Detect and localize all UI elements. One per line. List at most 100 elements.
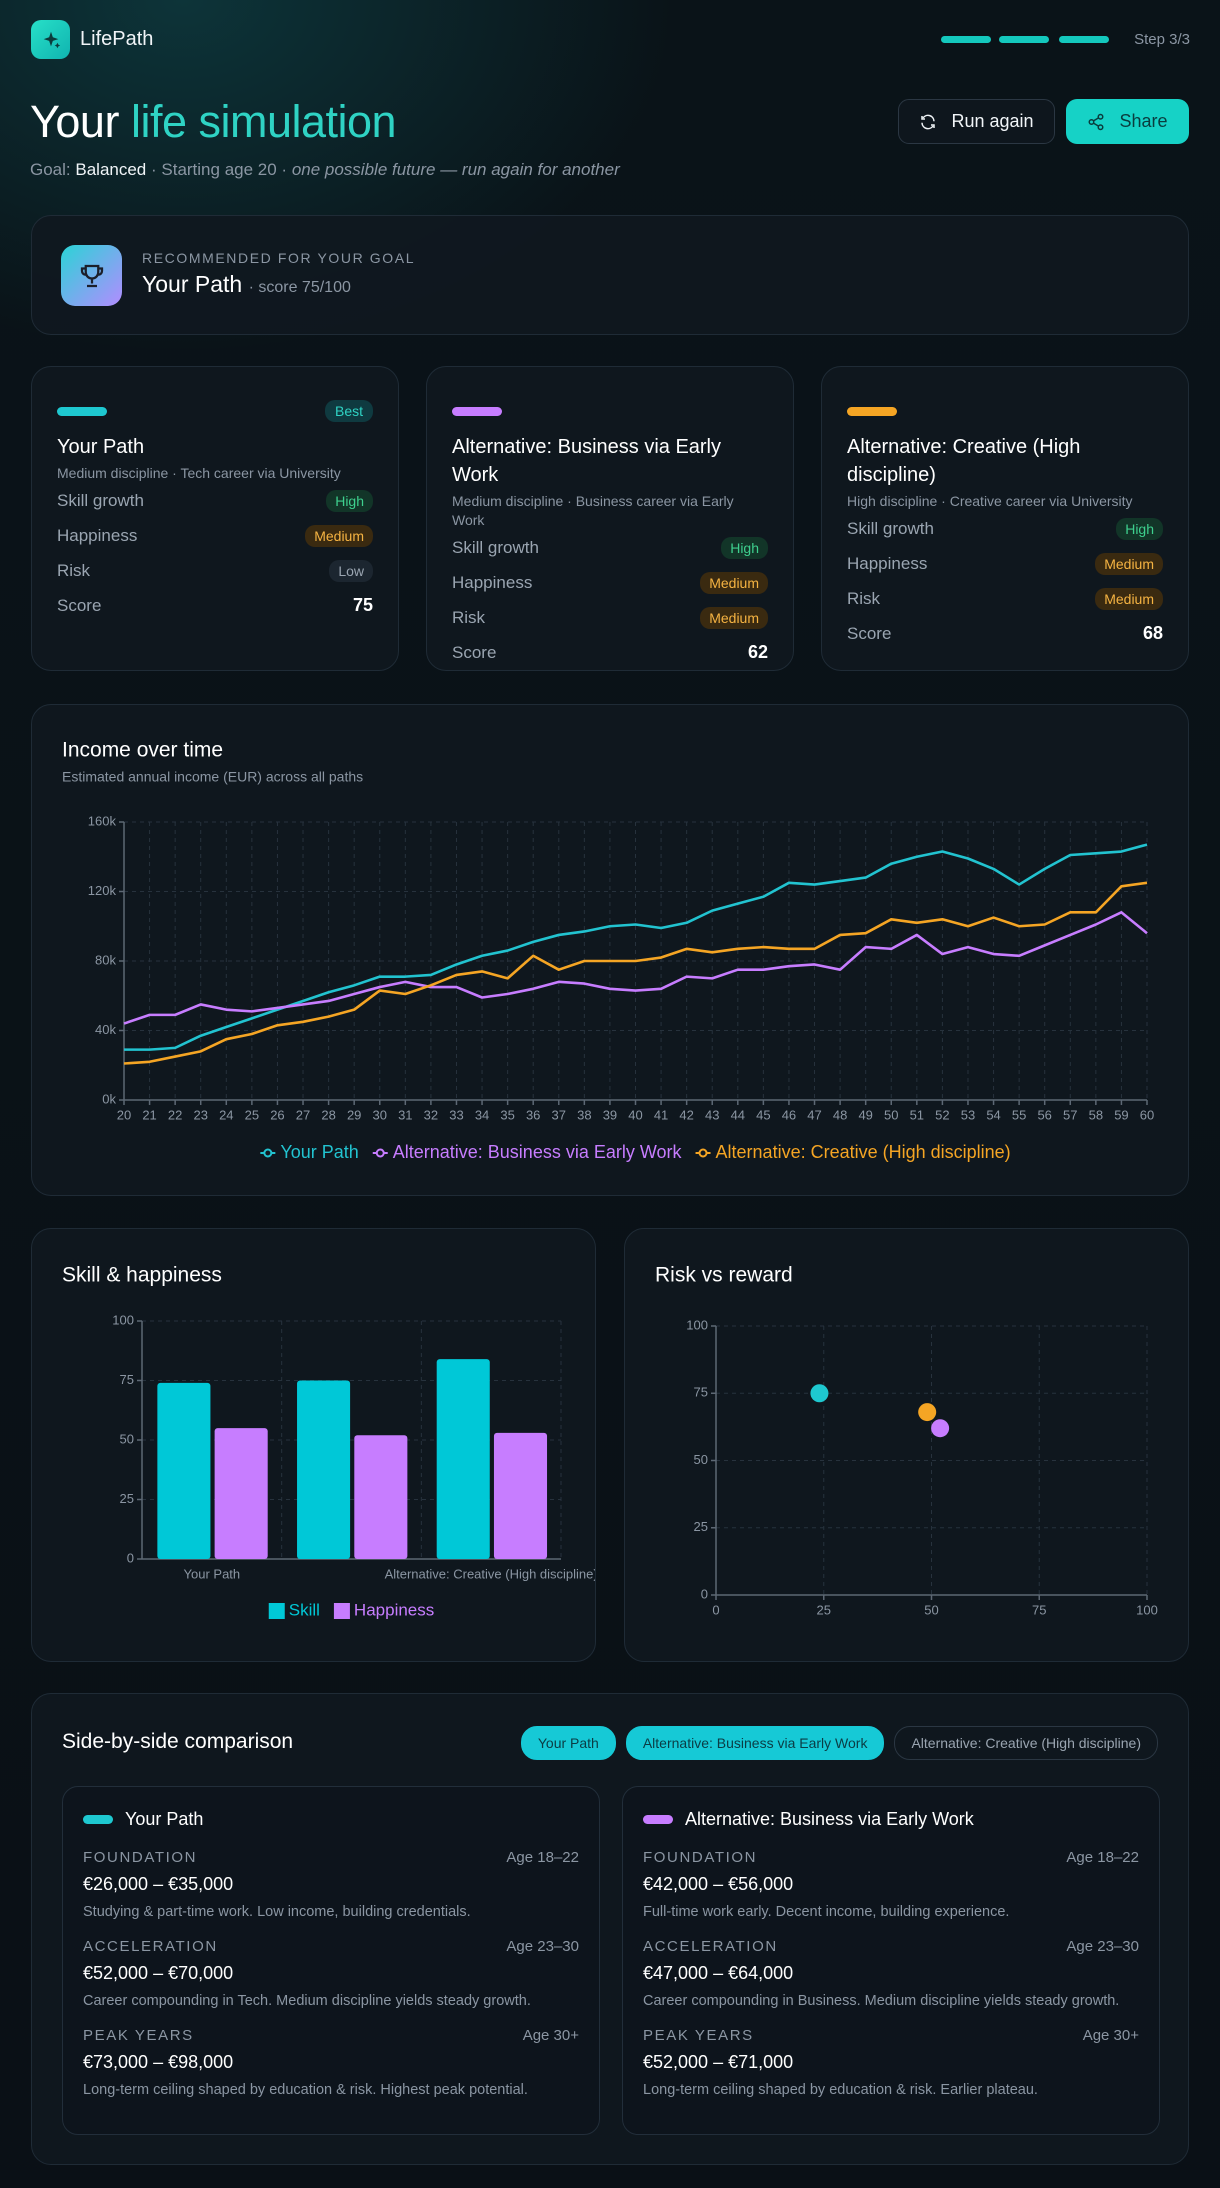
title-prefix: Your: [30, 96, 119, 147]
x-tick-label: 30: [373, 1107, 387, 1122]
legend: Skill Happiness: [268, 1600, 434, 1619]
phase-label: FOUNDATION: [643, 1849, 758, 1866]
phase-description: Career compounding in Tech. Medium disci…: [83, 1993, 531, 2009]
metric-badge: Medium: [1095, 587, 1163, 610]
share-button[interactable]: Share: [1066, 99, 1189, 144]
goal-note: one possible future — run again for anot…: [291, 160, 620, 179]
share-label: Share: [1119, 111, 1168, 131]
comparison-title: Side-by-side comparison: [62, 1730, 294, 1753]
phase-ages: Age 23–30: [506, 1938, 579, 1955]
x-tick-label: 32: [424, 1107, 438, 1122]
x-tick-label: 34: [475, 1107, 489, 1122]
metric-label: Happiness: [57, 525, 138, 545]
x-tick-label: 59: [1114, 1107, 1128, 1122]
legend-label: Alternative: Creative (High discipline): [716, 1142, 1011, 1162]
phase-label: FOUNDATION: [83, 1849, 198, 1866]
x-tick-label: 25: [245, 1107, 259, 1122]
comparison-path-name: Your Path: [125, 1808, 204, 1829]
metric-label: Skill growth: [847, 518, 934, 538]
phase-range: €73,000 – €98,000: [83, 2052, 234, 2072]
income-line: [123, 881, 1148, 1065]
comparison-tab[interactable]: Your Path: [520, 1726, 616, 1760]
x-tick-label: 26: [270, 1107, 284, 1122]
metric-badge: Medium: [700, 606, 768, 629]
x-tick-label: 49: [858, 1107, 872, 1122]
skill-chart: Skill & happiness 0 25 50 75 100 Your Path Alte…: [62, 1264, 598, 1620]
path-card: Alternative: Creative (High discipline) H…: [821, 366, 1189, 671]
comparison-tab[interactable]: Alternative: Creative (High discipline): [894, 1726, 1158, 1760]
metric-row: Happiness Medium: [452, 565, 768, 600]
x-tick-label: 0: [712, 1602, 719, 1617]
path-color-bar: [643, 1814, 673, 1824]
x-tick-label: 57: [1063, 1107, 1077, 1122]
y-tick-label: 75: [694, 1385, 708, 1400]
metric-row: Risk Medium: [452, 600, 768, 635]
y-tick-label: 75: [120, 1372, 134, 1387]
legend-dot: [263, 1148, 273, 1158]
x-tick-label: 27: [296, 1107, 310, 1122]
path-subtitle: High discipline · Creative career via Un…: [847, 493, 1133, 509]
score-label: Score: [847, 623, 892, 643]
phase-header: PEAK YEARS Age 30+: [83, 2027, 579, 2044]
bar: [354, 1435, 408, 1559]
comparison-header: Your Path: [83, 1807, 579, 1831]
score-row: Score 68: [847, 616, 1163, 651]
goal-value: Balanced: [75, 160, 147, 179]
score-label: Score: [452, 642, 497, 662]
metric-label: Skill growth: [452, 537, 539, 557]
chart-title: Income over time: [62, 739, 223, 762]
x-tick-label: 48: [833, 1107, 847, 1122]
phase-range: €52,000 – €70,000: [83, 1963, 234, 1983]
y-tick-label: 80k: [95, 952, 116, 967]
scatter-point: [931, 1419, 950, 1438]
trophy-badge: [61, 245, 122, 306]
phase-header: ACCELERATION Age 23–30: [83, 1938, 579, 1955]
metric-row: Risk Medium: [847, 581, 1163, 616]
phase-description: Full-time work early. Decent income, bui…: [643, 1904, 1010, 1920]
logo[interactable]: [31, 20, 70, 59]
phase: FOUNDATION Age 18–22 €42,000 – €56,000 Full…: [643, 1849, 1139, 1920]
goal-label: Goal:: [30, 160, 71, 179]
income-line: [123, 911, 1148, 1025]
x-tick-label: 43: [705, 1107, 719, 1122]
card-header-row: [847, 399, 1163, 423]
path-card: Best Your Path Medium discipline · Tech ca…: [31, 366, 399, 671]
run-again-button[interactable]: Run again: [898, 99, 1055, 144]
y-tick-label: 100: [686, 1317, 708, 1332]
path-card: Alternative: Business via Early Work Medi…: [426, 366, 794, 671]
income-chart: Income over time Estimated annual income …: [62, 739, 1154, 1162]
recommended-label: RECOMMENDED FOR YOUR GOAL: [142, 250, 416, 266]
age-text: · Starting age 20 ·: [151, 160, 288, 179]
bar: [214, 1428, 268, 1559]
recommended-card: RECOMMENDED FOR YOUR GOAL Your Path · sc…: [31, 215, 1189, 335]
y-tick-label: 50: [694, 1452, 708, 1467]
phase-range: €26,000 – €35,000: [83, 1874, 234, 1894]
phase-range: €47,000 – €64,000: [643, 1963, 794, 1983]
score-row: Score 75: [57, 588, 373, 623]
progress-step: [999, 36, 1049, 43]
y-tick-label: 120k: [88, 883, 117, 898]
path-subtitle: Medium discipline · Business career via …: [452, 493, 734, 528]
metric-badge: Medium: [700, 571, 768, 594]
comparison-path-card: Alternative: Business via Early Work FOUN…: [622, 1786, 1160, 2135]
phase-label: ACCELERATION: [83, 1938, 218, 1955]
progress-step: [941, 36, 991, 43]
path-name: Alternative: Creative (High discipline): [847, 436, 1081, 486]
x-tick-label: 52: [935, 1107, 949, 1122]
x-tick-label: 54: [986, 1107, 1000, 1122]
path-name: Your Path: [57, 436, 145, 458]
phase-label: ACCELERATION: [643, 1938, 778, 1955]
x-tick-label: 21: [142, 1107, 156, 1122]
metric-label: Happiness: [847, 553, 928, 573]
phase-ages: Age 30+: [1082, 2027, 1139, 2044]
phase-description: Long-term ceiling shaped by education & …: [643, 2082, 1038, 2098]
x-tick-label: 28: [321, 1107, 335, 1122]
chart-subtitle: Estimated annual income (EUR) across all…: [62, 769, 363, 785]
metric-row: Skill growth High: [57, 483, 373, 518]
legend-label: Skill: [289, 1600, 320, 1619]
comparison-tab[interactable]: Alternative: Business via Early Work: [625, 1726, 885, 1760]
bar: [493, 1432, 548, 1559]
score-value: 68: [1142, 623, 1163, 643]
x-tick-label: Alternative: Creative (High discipline): [385, 1566, 595, 1581]
metric-badge: Medium: [305, 524, 373, 547]
